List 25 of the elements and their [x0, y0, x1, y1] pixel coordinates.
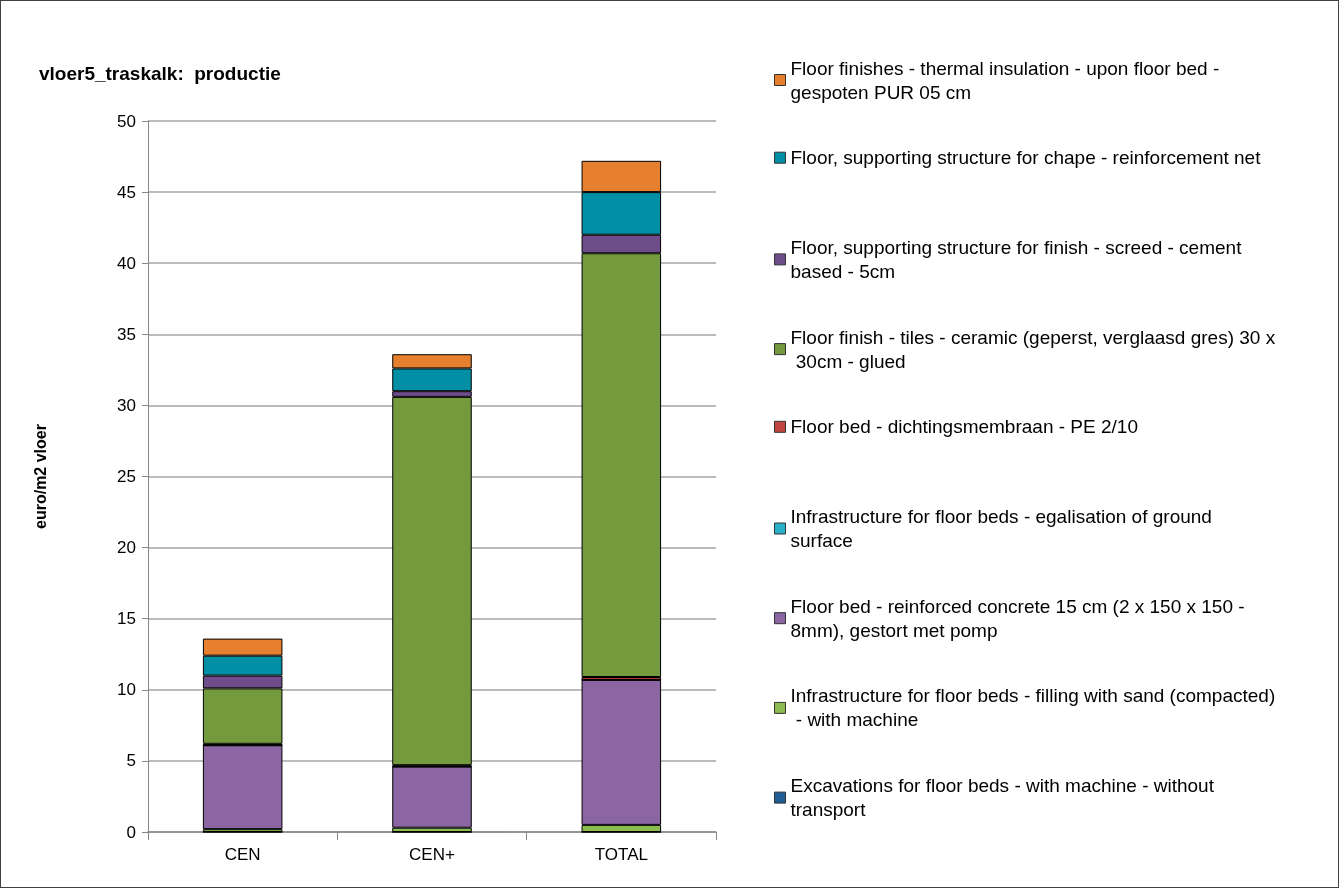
y-tick-label: 30: [117, 395, 136, 415]
x-tick-label: TOTAL: [594, 845, 648, 864]
legend-label: Floor finish - tiles - ceramic (geperst, verglaasd gres) 30 x 30cm - glued: [790, 326, 1276, 372]
legend-label: Infrastructure for floor beds - egalisation of ground surface: [790, 506, 1218, 551]
y-tick-label: 35: [117, 324, 136, 344]
y-tick-label: 50: [117, 111, 136, 131]
y-tick-label: 10: [117, 680, 136, 700]
legend-label: Excavations for floor beds - with machine - without transport: [790, 775, 1220, 821]
y-axis-title: euro/m2 vloer: [31, 424, 49, 529]
x-tick-label: CEN+: [409, 845, 455, 864]
y-tick-label: 0: [126, 822, 136, 842]
legend-label: Floor, supporting structure for chape - reinforcement net: [790, 147, 1262, 169]
legend-label: Floor finishes - thermal insulation - upon floor bed - gespoten PUR 05 cm: [790, 57, 1225, 103]
legend-label: Floor bed - reinforced concrete 15 cm (2 x 150 x 150 - 8mm), gestort met pomp: [790, 595, 1250, 641]
legend-label: Infrastructure for floor beds - filling with sand (compacted) - with machine: [790, 685, 1276, 731]
y-tick-label: 20: [117, 538, 136, 558]
y-tick-label: 5: [126, 751, 136, 771]
legend-label: Floor, supporting structure for finish - screed - cement based - 5cm: [790, 236, 1247, 282]
y-tick-label: 40: [117, 253, 136, 273]
x-tick-label: CEN: [224, 845, 261, 864]
y-tick-label: 25: [117, 467, 136, 486]
y-tick-label: 45: [117, 182, 136, 202]
y-tick-label: 15: [117, 609, 136, 629]
legend-label: Floor bed - dichtingsmembraan - PE 2/10: [790, 416, 1138, 438]
chart-title: vloer5_traskalk: productie: [39, 63, 281, 84]
